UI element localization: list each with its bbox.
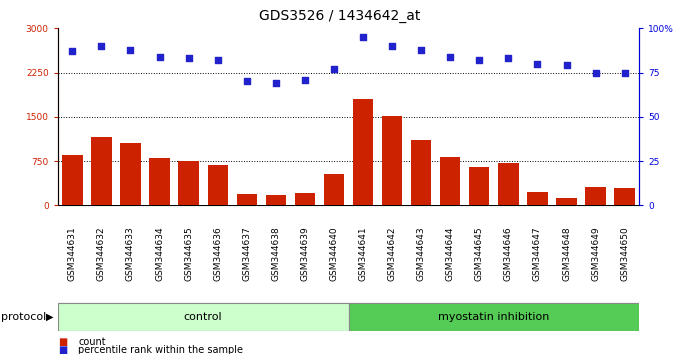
Text: ■: ■ [58,337,67,347]
Text: control: control [184,312,222,322]
Bar [348,303,639,331]
Text: percentile rank within the sample: percentile rank within the sample [78,345,243,354]
Text: GSM344646: GSM344646 [504,227,513,281]
Point [67,48,78,54]
Text: GSM344641: GSM344641 [358,227,367,281]
Text: GSM344632: GSM344632 [97,227,106,281]
Point [415,47,426,52]
Text: ■: ■ [58,345,67,354]
Point [445,54,456,59]
Text: GSM344638: GSM344638 [271,227,280,281]
Text: GSM344649: GSM344649 [591,227,600,281]
Text: GSM344635: GSM344635 [184,227,193,281]
Text: count: count [78,337,106,347]
Text: myostatin inhibition: myostatin inhibition [438,312,549,322]
Text: GSM344640: GSM344640 [330,227,339,281]
Bar [615,188,635,205]
Point [96,43,107,49]
Text: GSM344643: GSM344643 [417,227,426,281]
Bar [324,174,344,205]
Point [358,34,369,40]
Bar [120,143,141,205]
Text: GSM344633: GSM344633 [126,227,135,281]
Point [532,61,543,67]
Point [125,47,136,52]
Bar [91,137,112,205]
Point [299,77,310,82]
Text: GSM344645: GSM344645 [475,227,483,281]
Bar [178,161,199,205]
Point [241,79,252,84]
Text: GSM344644: GSM344644 [446,227,455,281]
Point [328,66,339,72]
Bar [469,167,490,205]
Bar [266,195,286,205]
Bar [353,99,373,205]
Point [561,63,572,68]
Text: GSM344636: GSM344636 [214,227,222,281]
Point [387,43,398,49]
Bar [411,141,431,205]
Text: GSM344639: GSM344639 [301,227,309,281]
Point [474,57,485,63]
Bar [585,187,606,205]
Bar [207,165,228,205]
Text: GSM344634: GSM344634 [155,227,164,281]
Point [271,80,282,86]
Point [619,70,630,75]
Bar [498,164,519,205]
Text: GSM344648: GSM344648 [562,227,571,281]
Bar [556,198,577,205]
Bar [440,157,460,205]
Text: GSM344637: GSM344637 [242,227,251,281]
Text: GSM344631: GSM344631 [68,227,77,281]
Text: GSM344647: GSM344647 [533,227,542,281]
Text: GSM344650: GSM344650 [620,227,629,281]
Bar [150,158,170,205]
Point [183,56,194,61]
Point [212,57,223,63]
Bar [294,193,315,205]
Bar [58,303,348,331]
Text: ▶: ▶ [46,312,54,322]
Point [590,70,601,75]
Text: GDS3526 / 1434642_at: GDS3526 / 1434642_at [259,9,421,23]
Bar [382,116,403,205]
Point [503,56,514,61]
Point [154,54,165,59]
Bar [62,155,82,205]
Text: protocol: protocol [1,312,47,322]
Bar [237,194,257,205]
Text: GSM344642: GSM344642 [388,227,396,281]
Bar [527,192,547,205]
